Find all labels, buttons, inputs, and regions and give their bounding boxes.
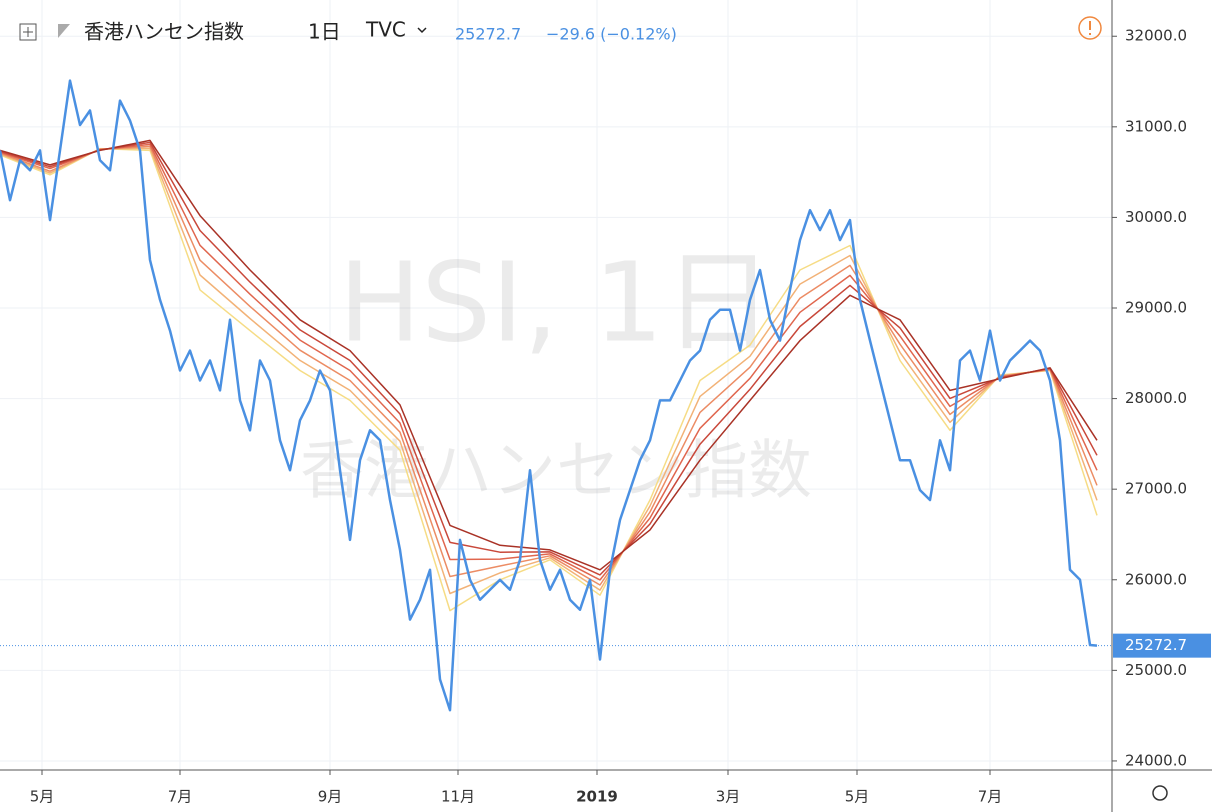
- moving-average-line: [0, 143, 1098, 581]
- watermark: HSI, 1日: [339, 238, 774, 366]
- add-icon[interactable]: [19, 23, 37, 41]
- axes: 24000.0 25000.0 26000.0 27000.0 28000.0 29000…: [30, 27, 1211, 806]
- y-tick-label: 26000.0: [1125, 570, 1187, 588]
- moving-average-line: [0, 147, 1098, 612]
- x-tick-label: 7月: [978, 788, 1003, 806]
- y-tick-label: 27000.0: [1125, 480, 1187, 498]
- x-tick-label: 2019: [576, 788, 618, 806]
- source[interactable]: TVC: [365, 18, 406, 42]
- price-change: −29.6 (−0.12%): [546, 25, 677, 44]
- last-price-tag: [1113, 633, 1211, 658]
- moving-average-line: [0, 139, 1098, 571]
- x-tick-label: 7月: [168, 788, 193, 806]
- symbol[interactable]: 香港ハンセン指数: [84, 20, 244, 44]
- warning-icon[interactable]: [1078, 16, 1102, 40]
- x-tick-label: 3月: [716, 788, 741, 806]
- plot: [0, 79, 1112, 712]
- x-tick-label: 11月: [441, 788, 475, 806]
- y-tick-label: 31000.0: [1125, 117, 1187, 135]
- y-tick-label: 28000.0: [1125, 389, 1187, 407]
- y-tick-label: 30000.0: [1125, 208, 1187, 226]
- y-tick-label: 29000.0: [1125, 299, 1187, 317]
- y-tick-label: 24000.0: [1125, 751, 1187, 769]
- moving-average-line: [0, 145, 1098, 586]
- moving-average-line: [0, 147, 1098, 595]
- settings-icon[interactable]: [1152, 785, 1168, 801]
- interval[interactable]: 1日: [308, 20, 341, 44]
- y-tick-label: 32000.0: [1125, 27, 1187, 45]
- x-tick-label: 5月: [845, 788, 870, 806]
- flag-icon: [58, 24, 70, 38]
- price-line: [0, 79, 1098, 712]
- y-tick-label: 25000.0: [1125, 661, 1187, 679]
- last-price-label: 25272.7: [1125, 636, 1187, 654]
- add-icon-plus: [23, 27, 33, 37]
- x-tick-label: 5月: [30, 788, 55, 806]
- x-tick-label: 9月: [318, 788, 343, 806]
- watermark-sub: 香港ハンセン指数: [300, 435, 812, 509]
- moving-average-line: [0, 141, 1098, 576]
- dropdown-icon[interactable]: [417, 27, 427, 34]
- last-price: 25272.7: [455, 25, 521, 44]
